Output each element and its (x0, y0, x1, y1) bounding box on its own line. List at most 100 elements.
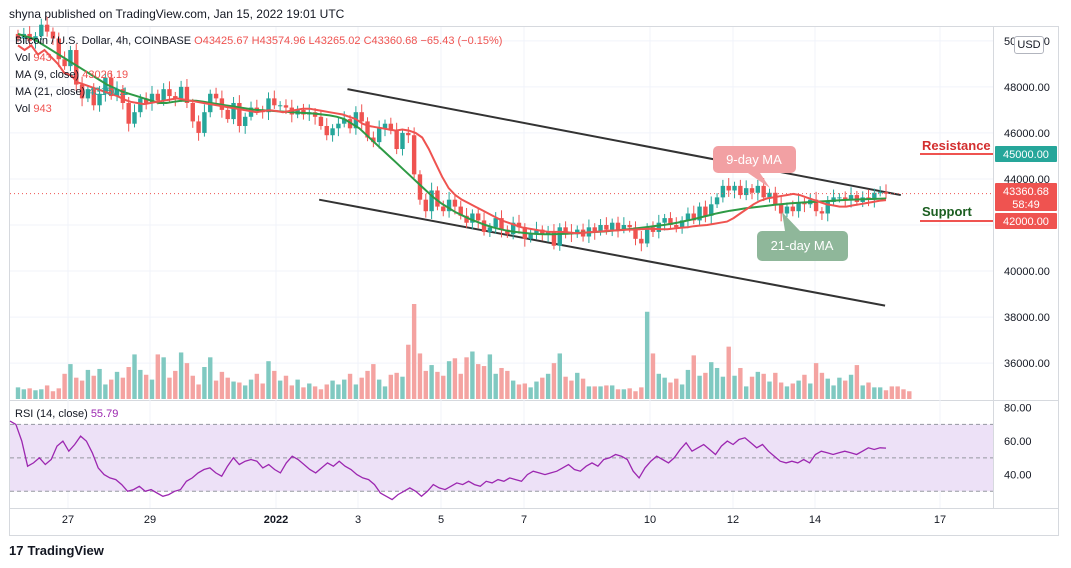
candle-body (778, 204, 784, 214)
volume-bar (610, 385, 615, 399)
volume-bar (429, 365, 434, 399)
candle-body (435, 190, 440, 207)
candle-body (592, 227, 597, 232)
price-axis: 50000.0048000.0046000.0044000.0042000.00… (995, 36, 1057, 370)
vol-label: Vol (15, 52, 31, 64)
volume-bar (843, 380, 848, 399)
volume-bar (120, 377, 126, 399)
candle-body (819, 211, 825, 214)
volume-bar (97, 368, 102, 399)
time-axis: 27 29 2022 3 5 7 10 12 14 17 (62, 514, 946, 526)
candle-body (749, 188, 755, 193)
volume-bar (854, 365, 860, 399)
volume-bar (283, 375, 289, 399)
volume-bar (132, 354, 137, 399)
volume-bar (213, 380, 219, 399)
volume-bar (802, 374, 807, 399)
ma21-callout: 21-day MA (757, 212, 848, 261)
candle-body (394, 130, 399, 150)
volume-bar (406, 344, 411, 399)
volume-bar (778, 382, 784, 399)
chart-frame[interactable] (9, 26, 1059, 536)
currency-button[interactable]: USD (1014, 36, 1044, 54)
volume-bar (376, 379, 382, 399)
volume-bar (580, 378, 586, 399)
candle-body (178, 86, 184, 99)
candle-body (493, 218, 498, 228)
candle-body (790, 206, 795, 212)
volume-bar (184, 363, 190, 399)
candle-body (837, 197, 842, 199)
volume-bar (219, 371, 225, 399)
candle-body (79, 84, 85, 99)
candle-body (103, 77, 108, 94)
candle-body (406, 132, 411, 136)
volume-bar (318, 389, 324, 399)
candle-body (510, 222, 516, 235)
ma21-callout-box (757, 231, 848, 261)
volume-bar (808, 383, 813, 399)
volume-bar (615, 389, 621, 399)
price-tick-label: 38000.00 (1004, 312, 1050, 324)
volume-bar (237, 382, 242, 399)
volume-bar (813, 363, 819, 399)
time-tick-label: 10 (644, 514, 656, 526)
candle-body (376, 128, 382, 143)
vol2-value: 943 (33, 103, 52, 115)
candle-body (254, 107, 260, 110)
volume-bar (889, 386, 895, 399)
published-line: shyna published on TradingView.com, Jan … (9, 7, 345, 21)
candle-body (417, 174, 423, 200)
resistance-label: Resistance (922, 138, 991, 153)
candle-body (39, 24, 44, 37)
volume-bar (33, 390, 38, 399)
rsi-value: 55.79 (90, 408, 119, 420)
volume-bar (650, 353, 656, 399)
candle-body (796, 201, 801, 212)
candle-body (400, 132, 405, 150)
candle-body (714, 197, 720, 205)
time-tick-label: 3 (355, 514, 361, 526)
volume-bar (190, 375, 195, 399)
candle-body (237, 102, 242, 127)
footer-brand: TradingView (27, 543, 104, 558)
ma21-line (17, 32, 887, 236)
volume-bar (266, 361, 271, 399)
volume-bar (400, 376, 405, 399)
volume-bar (382, 386, 388, 399)
candle-body (644, 227, 650, 244)
candle-body (720, 185, 726, 198)
candle-body (767, 192, 772, 198)
volume-bar (109, 379, 114, 399)
volume-bar (633, 391, 638, 399)
volume-bar (411, 304, 417, 399)
ma21-legend-label: MA (21, close) (15, 86, 86, 98)
last-price-badge-text: 58:49 (1012, 199, 1040, 211)
volume-bar (732, 375, 737, 399)
volume-bar (50, 391, 56, 399)
volume-bar (481, 366, 487, 399)
ma21-callout-pointer (782, 212, 800, 231)
candle-body (56, 38, 61, 60)
price-tick-label: 40000.00 (1004, 266, 1050, 278)
volume-bar (312, 386, 318, 399)
volume-bar (365, 370, 370, 399)
volume-bar (545, 373, 551, 399)
candle-body (155, 93, 161, 101)
candle-body (825, 201, 830, 214)
volume-bar (907, 391, 912, 399)
volume-bar (825, 378, 830, 399)
tradingview-footer[interactable]: 17 TradingView (9, 543, 104, 558)
ohlc-close: C43360.68 (363, 35, 418, 47)
volume-bar (196, 384, 201, 399)
volume-bar (103, 384, 108, 399)
candle-body (126, 102, 131, 124)
candle-body (627, 225, 632, 228)
candle-body (633, 227, 638, 239)
volume-bar (773, 372, 778, 399)
volume-bar (342, 379, 347, 399)
candle-body (190, 102, 195, 122)
volume-bar (848, 374, 854, 399)
candle-body (318, 116, 324, 127)
